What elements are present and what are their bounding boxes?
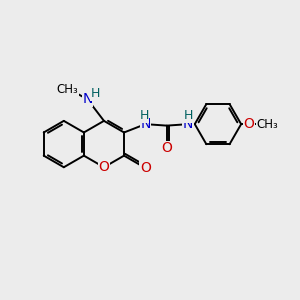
Text: O: O [140, 161, 151, 175]
Text: O: O [161, 141, 172, 155]
Text: H: H [139, 109, 148, 122]
Text: O: O [98, 160, 110, 174]
Text: N: N [82, 92, 93, 106]
Text: H: H [184, 109, 194, 122]
Text: O: O [244, 117, 255, 131]
Text: CH₃: CH₃ [256, 118, 278, 130]
Text: N: N [140, 117, 151, 131]
Text: CH₃: CH₃ [57, 82, 79, 96]
Text: N: N [183, 117, 194, 131]
Text: H: H [91, 87, 100, 100]
